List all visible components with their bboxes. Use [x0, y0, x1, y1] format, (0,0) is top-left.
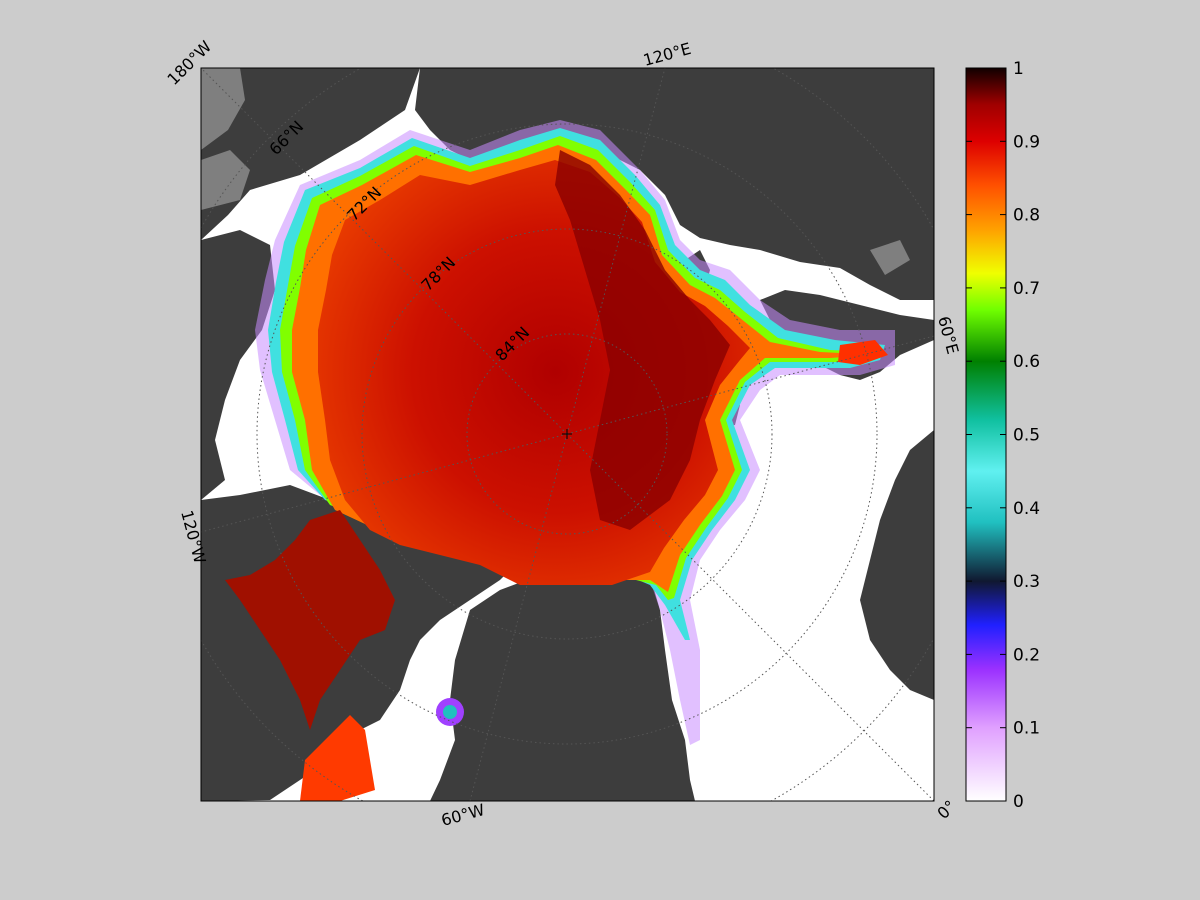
- colorbar-tick-label: 0.1: [1013, 719, 1040, 739]
- north-pole-marker: [562, 429, 572, 439]
- colorbar-ticks: 1 0.9 0.8 0.7 0.6 0.5 0.4 0.3 0.2 0.1 0: [966, 59, 1040, 812]
- colorbar-tick-label: 1: [1013, 59, 1024, 79]
- archipelago-ice: [225, 510, 395, 730]
- sea-ice-field: [225, 120, 895, 801]
- graticule: [201, 68, 934, 801]
- colorbar-tick-label: 0.7: [1013, 279, 1040, 299]
- map-panel: [201, 68, 934, 801]
- colorbar: 1 0.9 0.8 0.7 0.6 0.5 0.4 0.3 0.2 0.1 0: [965, 59, 1040, 812]
- colorbar-tick-label: 0.4: [1013, 499, 1040, 519]
- colorbar-tick-label: 0.3: [1013, 572, 1040, 592]
- colorbar-tick-label: 0.8: [1013, 206, 1040, 226]
- colorbar-tick-label: 0.2: [1013, 645, 1040, 665]
- colorbar-tick-label: 0.6: [1013, 352, 1040, 372]
- colorbar-tick-label: 0: [1013, 792, 1024, 812]
- lon-label-60e: 60°E: [934, 314, 962, 356]
- baffin-ice: [300, 715, 375, 801]
- masked-land: [201, 68, 910, 275]
- map-frame: [200, 67, 935, 802]
- colorbar-tick-label: 0.5: [1013, 426, 1040, 446]
- lon-label-120e: 120°E: [641, 39, 693, 70]
- lon-label-60w: 60°W: [439, 800, 487, 830]
- colorbar-tick-label: 0.9: [1013, 132, 1040, 152]
- colorbar-fill: [966, 68, 1006, 801]
- ice-pack-densest: [555, 150, 730, 530]
- lon-label-0: 0°: [933, 797, 959, 823]
